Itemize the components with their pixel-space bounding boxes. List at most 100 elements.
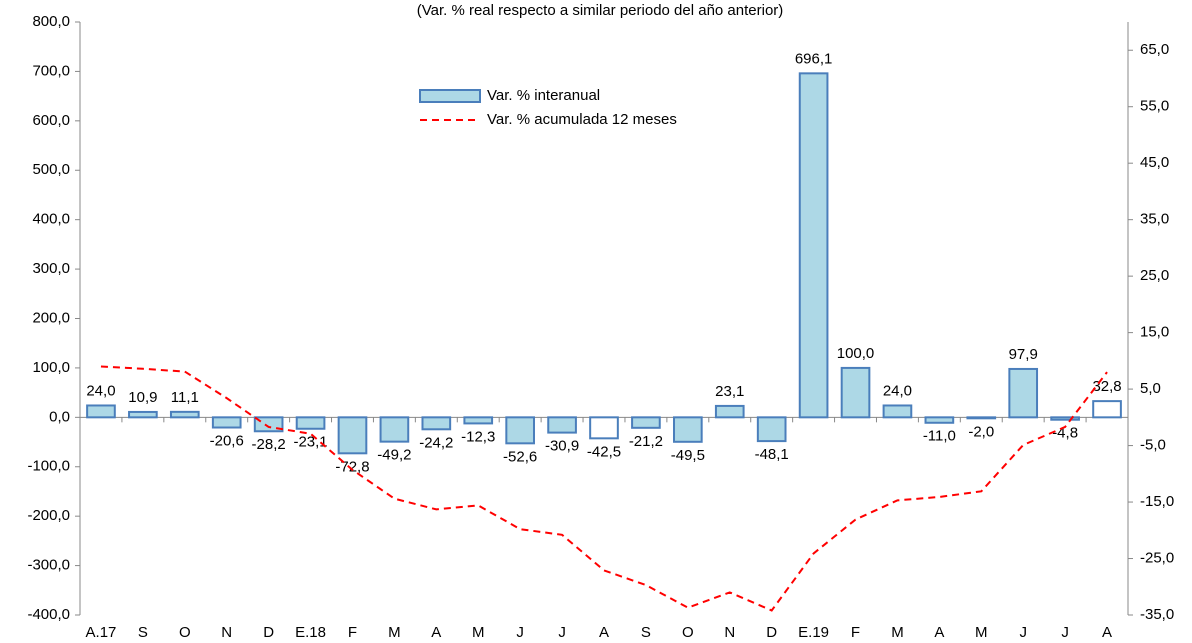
x-tick-label: S xyxy=(138,624,148,641)
y2-tick-label: 5,0 xyxy=(1140,380,1161,397)
x-tick-label: J xyxy=(516,624,524,641)
x-tick-label: O xyxy=(179,624,191,641)
x-tick-label: A xyxy=(934,624,944,641)
value-label: 24,0 xyxy=(883,382,912,399)
y-tick-label: 400,0 xyxy=(32,211,70,228)
bar xyxy=(1050,416,1080,421)
y-tick-label: 800,0 xyxy=(32,13,70,30)
value-label: 11,1 xyxy=(171,389,199,406)
bar xyxy=(798,72,829,419)
value-label: -42,5 xyxy=(587,443,621,460)
legend-label: Var. % acumulada 12 meses xyxy=(487,111,677,128)
x-tick-label: A xyxy=(1102,624,1112,641)
y-tick-label: 600,0 xyxy=(32,112,70,129)
x-tick-label: F xyxy=(851,624,860,641)
y-tick-label: 300,0 xyxy=(32,260,70,277)
value-label: -52,6 xyxy=(503,448,537,465)
value-label: -49,2 xyxy=(377,447,411,464)
bar xyxy=(882,404,913,419)
value-label: -30,9 xyxy=(545,438,579,455)
bar xyxy=(756,416,787,443)
value-label: -72,8 xyxy=(335,458,369,475)
bar xyxy=(547,416,577,434)
y2-tick-label: -5,0 xyxy=(1140,437,1166,454)
bar xyxy=(337,416,368,455)
x-tick-label: D xyxy=(766,624,777,641)
y-tick-label: 0,0 xyxy=(49,408,70,425)
bar xyxy=(966,416,997,420)
value-label: 100,0 xyxy=(837,345,875,362)
chart-subtitle: (Var. % real respecto a similar periodo … xyxy=(417,2,784,19)
value-label: 24,0 xyxy=(86,382,115,399)
bar xyxy=(673,416,703,443)
x-tick-label: J xyxy=(1019,624,1027,641)
legend-label: Var. % interanual xyxy=(487,87,600,104)
value-label: -20,6 xyxy=(210,432,244,449)
y-tick-label: -100,0 xyxy=(27,458,70,475)
value-label: 23,1 xyxy=(715,383,744,400)
x-tick-label: M xyxy=(975,624,988,641)
x-tick-label: E.18 xyxy=(295,624,326,641)
bar xyxy=(421,416,452,431)
y2-tick-label: -35,0 xyxy=(1140,606,1174,623)
value-label: -21,2 xyxy=(629,433,663,450)
bar xyxy=(1092,400,1122,419)
x-tick-label: E.19 xyxy=(798,624,829,641)
y2-tick-label: 15,0 xyxy=(1140,324,1169,341)
value-label: -12,3 xyxy=(461,428,495,445)
bar xyxy=(631,416,661,429)
value-label: 10,9 xyxy=(128,389,157,406)
x-tick-label: O xyxy=(682,624,694,641)
value-label: 32,8 xyxy=(1092,378,1121,395)
y-tick-label: 700,0 xyxy=(32,62,70,79)
y-tick-label: 100,0 xyxy=(32,359,70,376)
x-tick-label: J xyxy=(1061,624,1069,641)
y-tick-label: 500,0 xyxy=(32,161,70,178)
bar xyxy=(505,416,535,445)
x-tick-label: N xyxy=(221,624,232,641)
y-tick-label: -300,0 xyxy=(27,557,70,574)
x-tick-label: N xyxy=(724,624,735,641)
y2-tick-label: 65,0 xyxy=(1140,41,1169,58)
y2-tick-label: -25,0 xyxy=(1140,549,1174,566)
x-tick-label: A xyxy=(599,624,609,641)
bar xyxy=(463,416,494,425)
y2-tick-label: 45,0 xyxy=(1140,154,1169,171)
bar xyxy=(1008,367,1039,419)
bar xyxy=(86,404,116,419)
y2-tick-label: 35,0 xyxy=(1140,211,1169,228)
x-tick-label: J xyxy=(558,624,566,641)
y2-tick-label: -15,0 xyxy=(1140,493,1174,510)
bar xyxy=(169,410,200,419)
bar xyxy=(253,416,284,433)
x-tick-label: A xyxy=(431,624,441,641)
bar xyxy=(589,416,619,440)
value-label: -24,2 xyxy=(419,434,453,451)
value-label: -23,1 xyxy=(293,434,327,451)
value-label: 696,1 xyxy=(795,50,833,67)
y2-tick-label: 55,0 xyxy=(1140,98,1169,115)
bar xyxy=(211,416,242,429)
y2-tick-label: 25,0 xyxy=(1140,267,1169,284)
x-tick-label: F xyxy=(348,624,357,641)
line xyxy=(100,365,1108,612)
y-tick-label: -200,0 xyxy=(27,507,70,524)
x-tick-label: M xyxy=(891,624,904,641)
bar xyxy=(128,410,158,419)
bar xyxy=(924,416,955,424)
value-label: -48,1 xyxy=(755,446,789,463)
value-label: 97,9 xyxy=(1009,346,1038,363)
value-label: -49,5 xyxy=(671,447,705,464)
bar xyxy=(379,416,410,443)
bar xyxy=(840,366,871,419)
value-label: -2,0 xyxy=(968,423,994,440)
x-tick-label: D xyxy=(263,624,274,641)
x-tick-label: S xyxy=(641,624,651,641)
bar xyxy=(295,416,326,430)
bar xyxy=(714,404,745,419)
value-label: -4,8 xyxy=(1052,425,1078,442)
value-label: -11,0 xyxy=(923,428,956,445)
x-tick-label: M xyxy=(388,624,401,641)
y-tick-label: -400,0 xyxy=(27,606,70,623)
